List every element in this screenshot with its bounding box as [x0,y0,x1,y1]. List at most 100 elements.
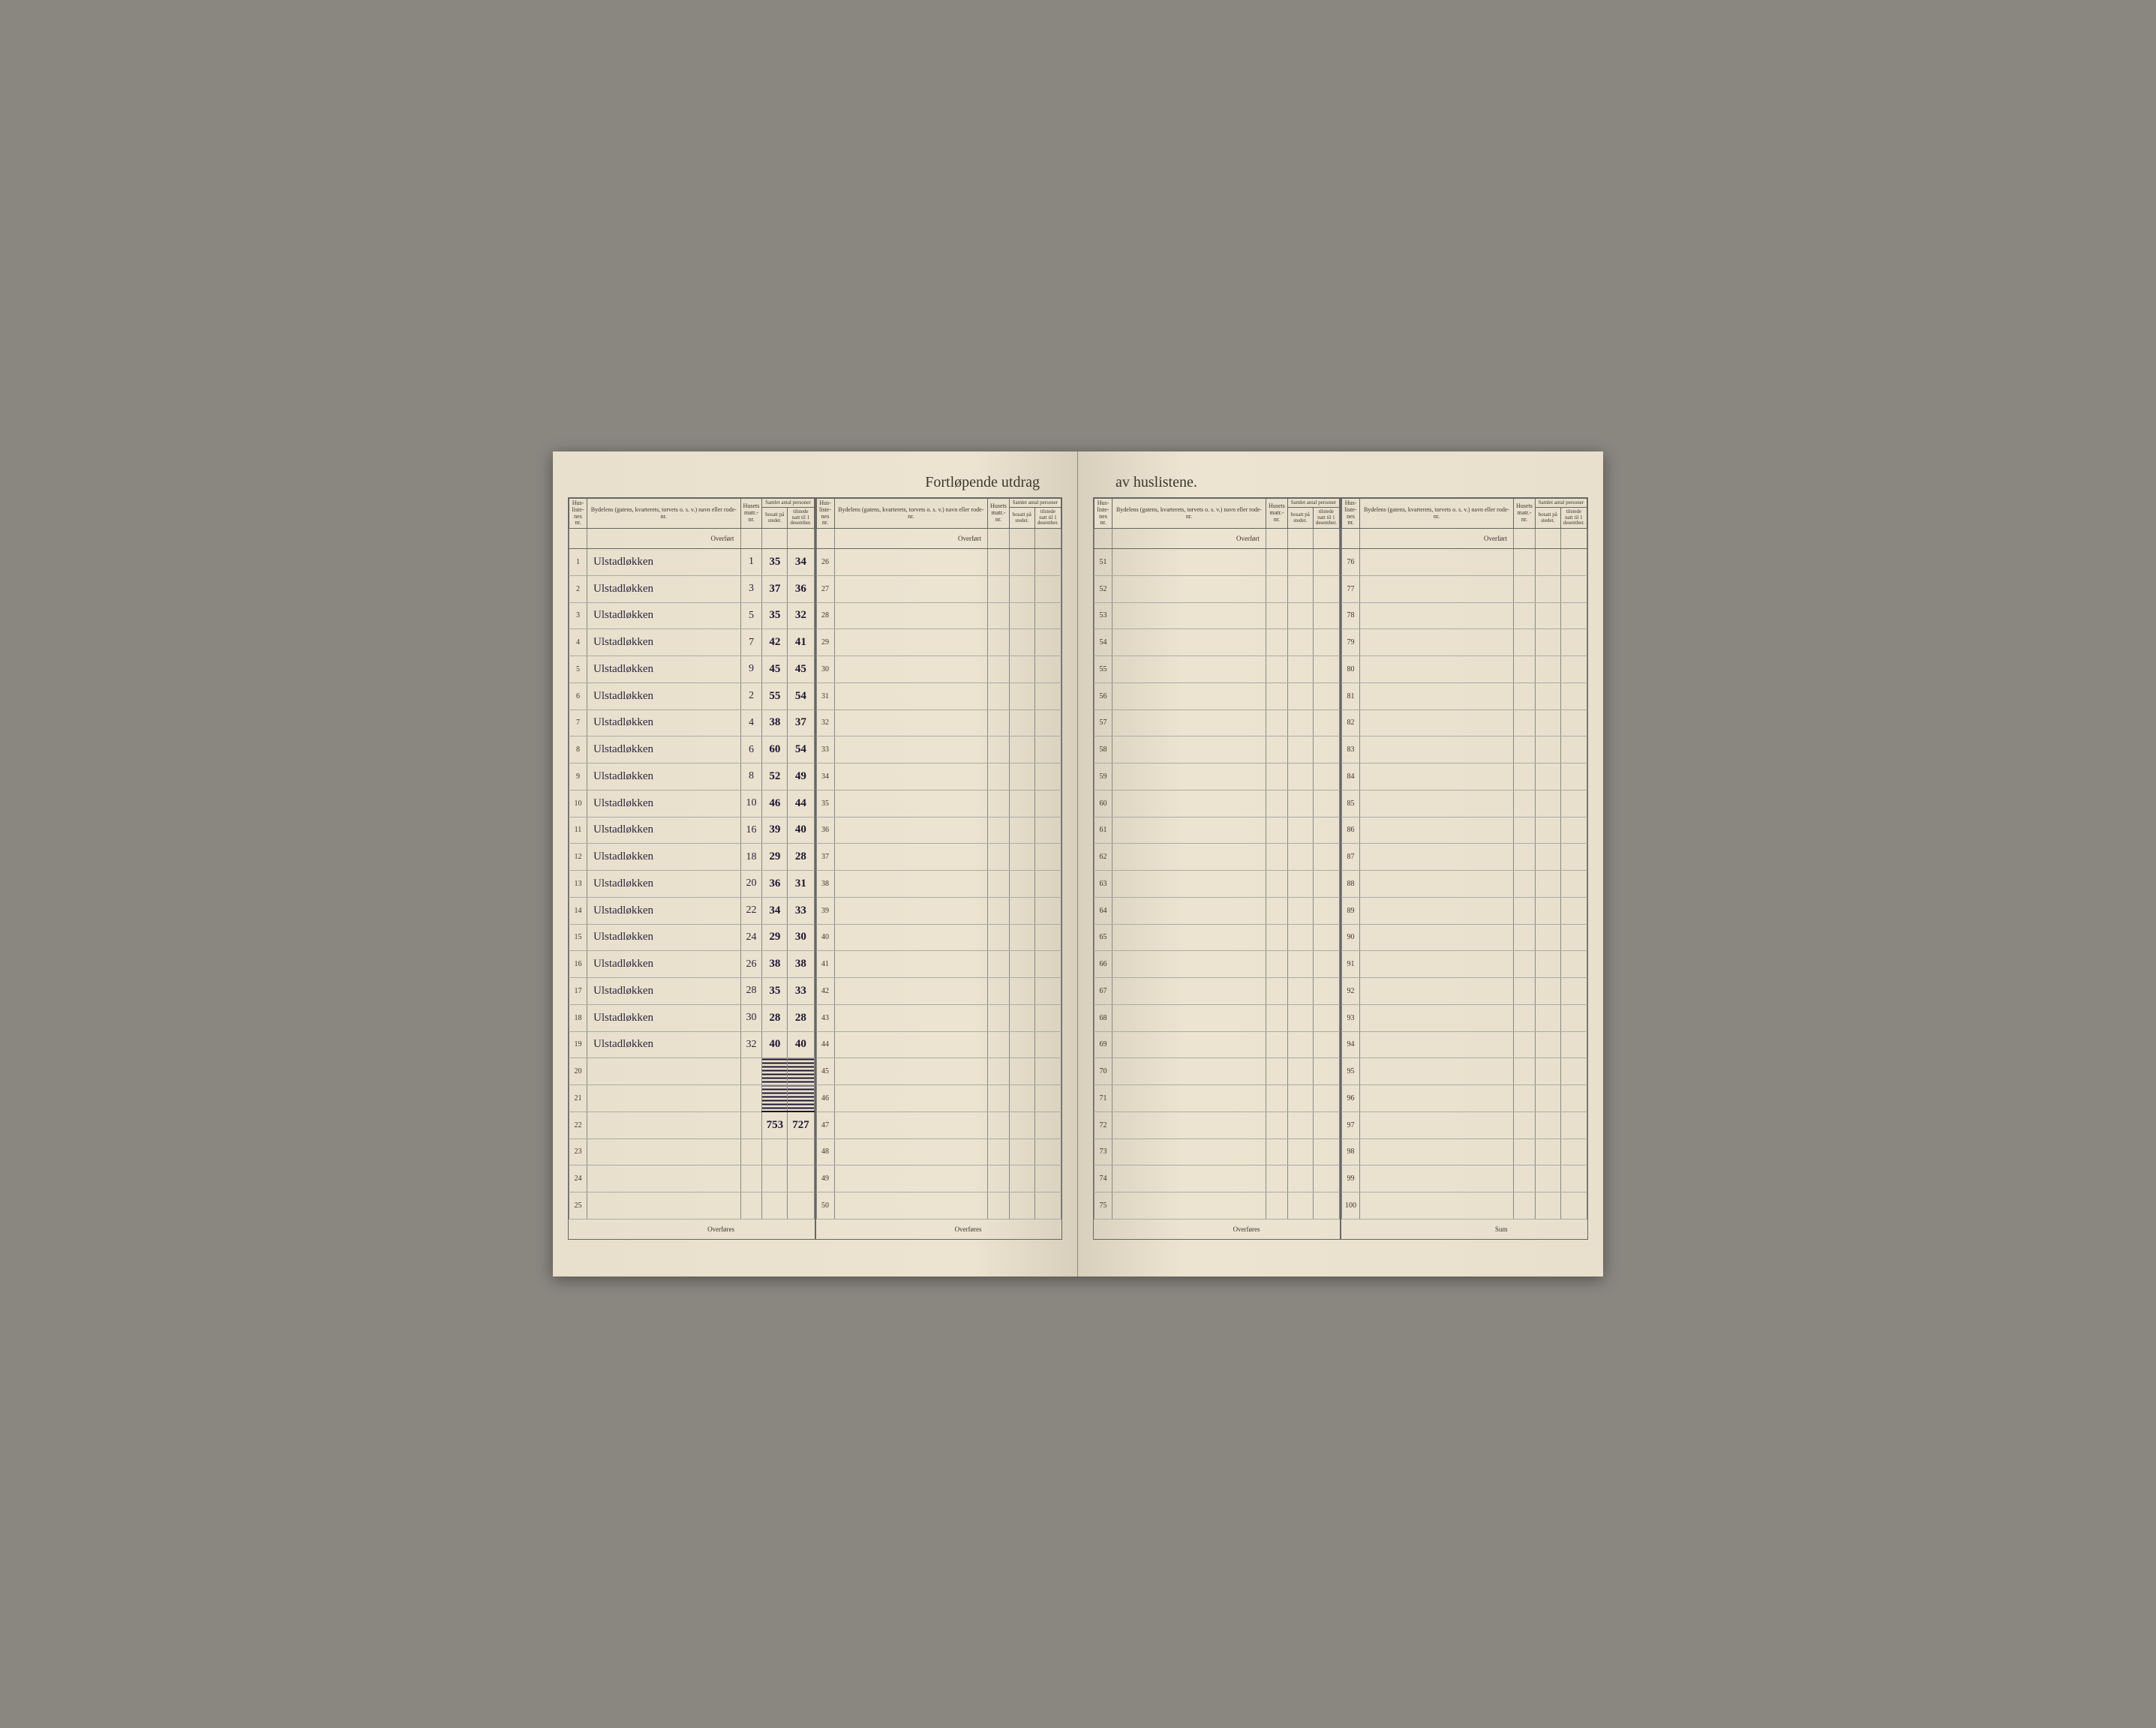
table-row: 77 [1342,575,1587,602]
row-number: 52 [1095,575,1113,602]
header-samlet: Samlet antal personer [1009,499,1061,508]
row-number: 50 [816,1192,834,1220]
row-number: 10 [569,790,587,817]
table-row: 4 Ulstadløkken 7 42 41 [569,629,815,656]
row-number: 49 [816,1166,834,1192]
crossed-cell [762,1085,788,1112]
row-number: 72 [1095,1112,1113,1138]
table-row: 3 Ulstadløkken 5 35 32 [569,602,815,629]
header-bosatt: bosatt på stedet. [1535,508,1560,529]
sum-tilstede: 727 [788,1112,814,1138]
row-number: 51 [1095,549,1113,576]
row-number: 48 [816,1138,834,1166]
bosatt-count: 42 [762,629,788,656]
table-row: 7 Ulstadløkken 4 38 37 [569,710,815,736]
table-row: 50 [816,1192,1061,1220]
overfort-label: Overført [834,529,988,549]
street-name: Ulstadløkken [587,897,741,924]
row-number: 2 [569,575,587,602]
table-row: 47 [816,1112,1061,1138]
table-row: 10 Ulstadløkken 10 46 44 [569,790,815,817]
table-row: 63 [1095,871,1340,898]
street-name: Ulstadløkken [587,924,741,951]
table-row: 99 [1342,1166,1587,1192]
bosatt-count: 35 [762,549,788,576]
header-bosatt: bosatt på stedet. [1287,508,1313,529]
row-number: 8 [569,736,587,764]
bosatt-count: 60 [762,736,788,764]
row-number: 17 [569,978,587,1005]
table-row: 97 [1342,1112,1587,1138]
page-title-right: av huslistene. [1093,474,1588,491]
crossed-cell [788,1085,814,1112]
table-header: Hus-liste-nes nr. Bydelens (gatens, kvar… [1342,499,1587,529]
bosatt-count: 40 [762,1031,788,1058]
row-number: 33 [816,736,834,764]
row-number: 79 [1342,629,1360,656]
mat-nr: 24 [740,924,762,951]
ledger-book: Fortløpende utdrag Hus-liste-nes nr. Byd… [553,452,1603,1276]
mat-nr: 22 [740,897,762,924]
bosatt-count: 52 [762,764,788,790]
header-tilstede: tilstede natt til 1 desember. [1560,508,1587,529]
header-bydelen: Bydelens (gatens, kvarterets, torvets o.… [834,499,988,529]
table-header: Hus-liste-nes nr. Bydelens (gatens, kvar… [816,499,1061,529]
row-number: 18 [569,1004,587,1031]
table-row: 55 [1095,656,1340,683]
row-number: 37 [816,844,834,871]
tilstede-count: 28 [788,1004,814,1031]
table-row: 6 Ulstadløkken 2 55 54 [569,682,815,710]
row-number: 81 [1342,682,1360,710]
tilstede-count: 45 [788,656,814,683]
tilstede-count: 54 [788,736,814,764]
table-row: 49 [816,1166,1061,1192]
table-row: 80 [1342,656,1587,683]
row-number: 54 [1095,629,1113,656]
bosatt-count: 28 [762,1004,788,1031]
table-row: 70 [1095,1058,1340,1085]
bosatt-count: 38 [762,710,788,736]
tilstede-count: 34 [788,549,814,576]
header-samlet: Samlet antal personer [1287,499,1339,508]
row-number: 90 [1342,924,1360,951]
table-row: 100 [1342,1192,1587,1220]
table-row: 82 [1342,710,1587,736]
bosatt-count: 34 [762,897,788,924]
table-row: 44 [816,1031,1061,1058]
table-row: 28 [816,602,1061,629]
mat-nr: 8 [740,764,762,790]
table-row: 51 [1095,549,1340,576]
ledger-table-3: Hus-liste-nes nr. Bydelens (gatens, kvar… [1094,498,1340,1239]
crossed-cell [762,1058,788,1085]
bosatt-count: 29 [762,844,788,871]
row-number: 96 [1342,1085,1360,1112]
row-number: 20 [569,1058,587,1085]
row-number: 84 [1342,764,1360,790]
left-column-2: Hus-liste-nes nr. Bydelens (gatens, kvar… [815,497,1063,1240]
row-number: 27 [816,575,834,602]
table-row: 26 [816,549,1061,576]
row-number: 39 [816,897,834,924]
table-row: 32 [816,710,1061,736]
table-row: 17 Ulstadløkken 28 35 33 [569,978,815,1005]
row-number: 40 [816,924,834,951]
row-number: 44 [816,1031,834,1058]
row-number: 47 [816,1112,834,1138]
table-row: 40 [816,924,1061,951]
table-row: 89 [1342,897,1587,924]
bosatt-count: 36 [762,871,788,898]
table-row: 74 [1095,1166,1340,1192]
row-number: 74 [1095,1166,1113,1192]
row-number: 78 [1342,602,1360,629]
table-header: Hus-liste-nes nr. Bydelens (gatens, kvar… [1095,499,1340,529]
table-row: 72 [1095,1112,1340,1138]
mat-nr: 5 [740,602,762,629]
table-row: 67 [1095,978,1340,1005]
row-number: 63 [1095,871,1113,898]
row-number: 34 [816,764,834,790]
header-matnr: Husets matr.-nr. [988,499,1010,529]
row-number: 30 [816,656,834,683]
row-number: 14 [569,897,587,924]
street-name: Ulstadløkken [587,790,741,817]
table-row: 54 [1095,629,1340,656]
